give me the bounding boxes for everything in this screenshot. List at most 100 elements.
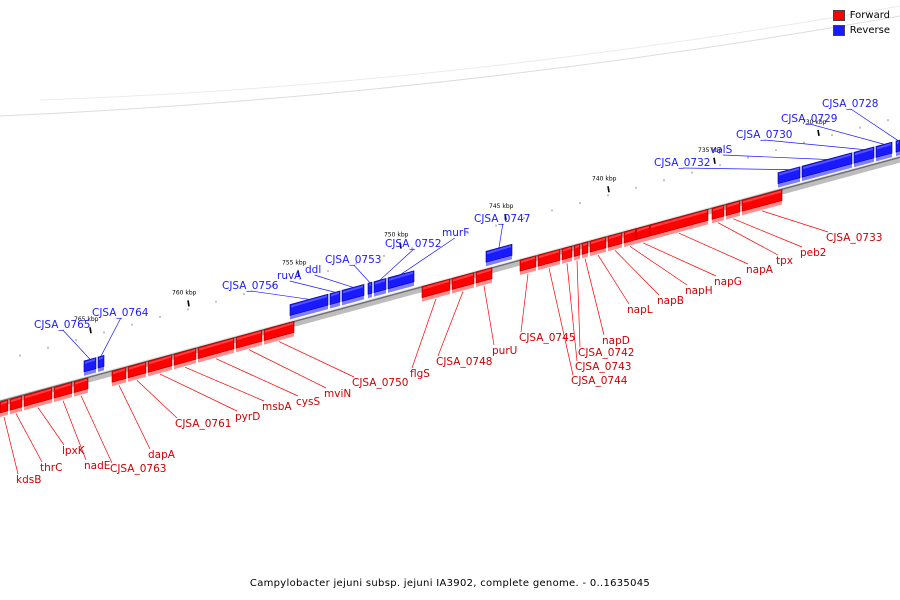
forward-gene (127, 361, 147, 382)
reverse-gene-label: CJSA_0764 (92, 307, 149, 319)
reverse-gene-label: ruvA (277, 270, 302, 282)
legend-forward-swatch (832, 10, 845, 21)
reverse-gene (387, 270, 415, 293)
forward-gene (451, 272, 475, 294)
forward-gene-label: pyrD (235, 411, 260, 423)
forward-gene-label: purU (492, 345, 517, 357)
reverse-leader (850, 108, 899, 141)
forward-gene (607, 232, 623, 252)
forward-gene (711, 204, 725, 224)
reverse-gene (367, 281, 373, 299)
reverse-gene (875, 141, 893, 162)
forward-gene-label: CJSA_0763 (110, 463, 166, 475)
tick-marks (19, 119, 889, 357)
forward-gene (421, 278, 451, 302)
forward-gene-label: CJSA_0745 (519, 332, 575, 344)
legend-reverse-label: Reverse (849, 25, 890, 36)
forward-leader (483, 285, 495, 346)
forward-gene (475, 267, 493, 287)
forward-leader (520, 273, 529, 333)
legend-reverse: Reverse (832, 23, 890, 38)
forward-gene-label: kdsB (16, 474, 41, 486)
forward-gene (581, 241, 589, 259)
legend: Forward Reverse (832, 8, 890, 38)
reverse-gene-label: CJSA_0728 (822, 98, 878, 110)
forward-leader (3, 416, 19, 475)
reverse-gene (373, 277, 387, 297)
forward-gene (519, 255, 537, 276)
major-tick (187, 300, 190, 307)
forward-gene (173, 347, 197, 370)
reverse-leader (379, 248, 415, 281)
reverse-gene-label: murF (442, 227, 469, 239)
reverse-gene (97, 355, 105, 373)
forward-leader (717, 222, 779, 256)
legend-forward-label: Forward (849, 10, 890, 21)
reverse-gene-label: CJSA_0747 (474, 213, 530, 225)
forward-leader (614, 250, 660, 296)
legend-reverse-swatch (832, 25, 845, 36)
outer-arc-2 (39, 5, 900, 101)
forward-gene (725, 200, 741, 220)
forward-gene (9, 395, 23, 415)
forward-leader (629, 246, 688, 286)
reverse-gene-label: ddl (305, 264, 321, 276)
forward-gene (197, 337, 235, 363)
major-tick (89, 327, 92, 334)
forward-leader (411, 298, 437, 369)
forward-leader (184, 366, 265, 402)
reverse-leader (250, 290, 310, 300)
forward-leader (437, 291, 464, 357)
forward-gene-label: napA (746, 264, 774, 276)
reverse-gene-label: CJSA_0729 (781, 113, 837, 125)
reverse-gene-label: CJSA_0753 (325, 254, 381, 266)
forward-leader (215, 358, 299, 397)
forward-gene-label: napB (657, 295, 684, 307)
reverse-leader (62, 329, 91, 360)
forward-leader (678, 232, 749, 265)
forward-gene (111, 366, 127, 387)
forward-gene-label: peb2 (800, 247, 826, 259)
forward-leader (584, 258, 605, 336)
reverse-leader (722, 154, 828, 160)
forward-leader (118, 385, 151, 450)
reverse-gene-label: CJSA_0765 (34, 319, 90, 331)
forward-gene-label: CJSA_0750 (352, 377, 408, 389)
caption: Campylobacter jejuni subsp. jejuni IA390… (249, 578, 651, 589)
reverse-leader (682, 167, 790, 171)
forward-gene-label: lpxK (62, 445, 86, 457)
tick-labels: 765 kbp 760 kbp 755 kbp 750 kbp 745 kbp 740 k… (74, 119, 827, 323)
reverse-gene (777, 166, 801, 188)
forward-gene-label: flgS (410, 368, 430, 380)
major-tick (504, 213, 507, 221)
forward-gene (537, 248, 561, 271)
label-leaders (3, 108, 899, 475)
tick-label: 735 kbp (698, 147, 723, 154)
forward-gene-label: napG (714, 276, 742, 288)
forward-gene-label: CJSA_0748 (436, 356, 492, 368)
reverse-leader (400, 237, 455, 275)
forward-gene (623, 228, 637, 247)
forward-leader (136, 380, 178, 419)
forward-gene-label: CJSA_0743 (575, 361, 631, 373)
forward-gene (649, 208, 709, 240)
forward-gene (741, 189, 783, 216)
forward-leader (597, 254, 630, 305)
reverse-gene (341, 283, 365, 306)
forward-gene (235, 329, 263, 353)
reverse-gene (801, 152, 853, 182)
tick-label: 750 kbp (384, 232, 409, 239)
forward-gene (73, 377, 89, 397)
major-tick (817, 129, 820, 137)
reverse-leader (498, 223, 504, 248)
tick-label: 760 kbp (172, 289, 197, 296)
forward-gene-label: CJSA_0742 (578, 347, 634, 359)
forward-leader (15, 413, 43, 463)
forward-gene-label: dapA (148, 449, 176, 461)
forward-gene (561, 245, 573, 264)
forward-leader (761, 210, 829, 233)
reverse-gene-label: valS (710, 144, 733, 156)
reverse-gene-label: CJSA_0756 (222, 280, 279, 292)
reverse-gene-label: CJSA_0732 (654, 157, 710, 169)
